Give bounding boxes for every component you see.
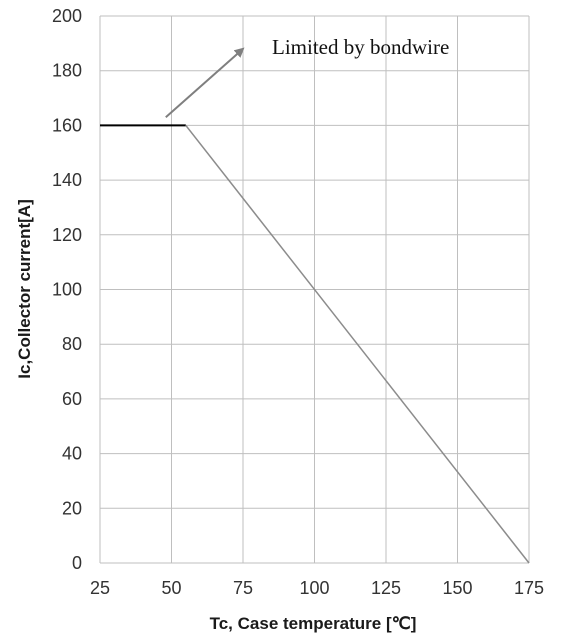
x-tick-label: 25 <box>90 578 110 598</box>
x-tick-label: 125 <box>371 578 401 598</box>
x-axis-ticks: 25 50 75 100 125 150 175 <box>90 578 544 598</box>
x-tick-label: 150 <box>442 578 472 598</box>
y-tick-label: 140 <box>52 170 82 190</box>
y-tick-label: 0 <box>72 553 82 573</box>
annotation: Limited by bondwire <box>165 35 449 118</box>
x-tick-label: 100 <box>299 578 329 598</box>
y-tick-label: 40 <box>62 444 82 464</box>
y-tick-label: 160 <box>52 115 82 135</box>
y-tick-label: 180 <box>52 61 82 81</box>
y-tick-label: 20 <box>62 498 82 518</box>
y-axis-title: Ic,Collector current[A] <box>15 199 34 378</box>
series <box>100 124 530 564</box>
x-tick-label: 175 <box>514 578 544 598</box>
annotation-arrow <box>165 47 245 118</box>
y-tick-label: 100 <box>52 280 82 300</box>
y-tick-label: 120 <box>52 225 82 245</box>
y-axis-ticks: 0 20 40 60 80 100 120 140 160 180 200 <box>52 6 82 573</box>
annotation-text: Limited by bondwire <box>272 35 449 59</box>
y-tick-label: 200 <box>52 6 82 26</box>
y-tick-label: 60 <box>62 389 82 409</box>
y-tick-label: 80 <box>62 334 82 354</box>
grid <box>99 15 530 564</box>
x-tick-label: 75 <box>233 578 253 598</box>
derating-segment <box>185 124 530 564</box>
x-axis-title: Tc, Case temperature [℃] <box>210 614 417 633</box>
x-tick-label: 50 <box>161 578 181 598</box>
